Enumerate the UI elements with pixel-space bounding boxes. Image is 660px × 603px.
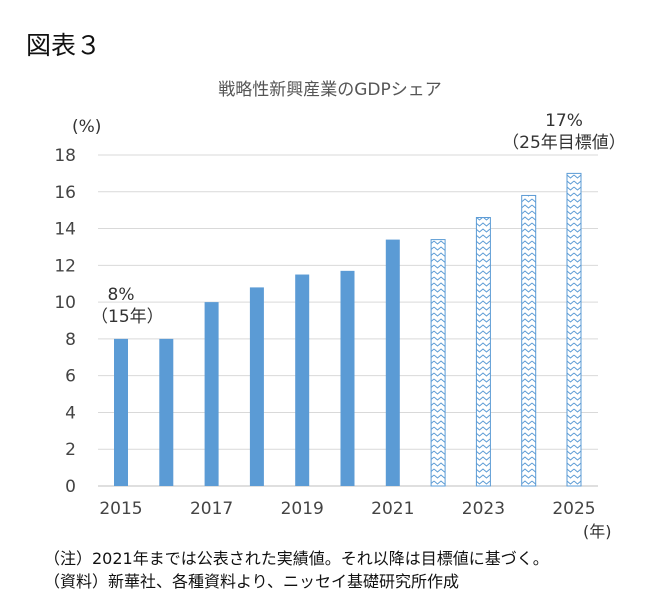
- bar-target-2024: [521, 194, 537, 487]
- note-text: （注）2021年までは公表された実績値。それ以降は目標値に基づく。: [44, 549, 549, 568]
- y-tick-label: 10: [54, 293, 76, 313]
- x-tick-label: 2021: [371, 499, 414, 519]
- y-axis-unit: (%): [72, 117, 102, 137]
- annotation-2025: 17% （25年目標値）: [499, 110, 629, 154]
- bar-target-2023: [475, 217, 491, 487]
- bar-actual-2016: [159, 338, 174, 486]
- annotation-value: 17%: [545, 111, 583, 131]
- x-tick-label: 2019: [281, 499, 324, 519]
- bar-target-2022: [430, 239, 446, 487]
- y-tick-label: 6: [65, 367, 76, 387]
- y-tick-label: 0: [65, 477, 76, 497]
- y-tick-label: 16: [54, 183, 76, 203]
- annotation-2015: 8% （15年）: [91, 284, 164, 328]
- bar-actual-2021: [385, 239, 400, 486]
- bar-actual-2017: [204, 302, 219, 486]
- bar-actual-2019: [295, 274, 310, 486]
- bar-actual-2018: [249, 287, 264, 486]
- figure-label: 図表３: [26, 31, 102, 60]
- annotation-year: （15年）: [91, 307, 164, 327]
- x-tick-label: 2015: [99, 499, 142, 519]
- bar-actual-2020: [340, 270, 355, 486]
- y-tick-label: 4: [65, 403, 76, 423]
- y-tick-label: 2: [65, 440, 76, 460]
- annotation-year: （25年目標値）: [502, 133, 626, 153]
- bar-target-2025: [566, 172, 582, 487]
- y-tick-label: 14: [54, 220, 76, 240]
- bar-actual-2015: [114, 338, 128, 486]
- y-tick-label: 12: [54, 256, 76, 276]
- x-tick-label: 2023: [462, 499, 505, 519]
- annotation-value: 8%: [107, 285, 135, 305]
- x-tick-label: 2025: [552, 499, 595, 519]
- x-tick-label: 2017: [190, 499, 233, 519]
- chart-title: 戦略性新興産業のGDPシェア: [218, 80, 442, 100]
- source-text: （資料）新華社、各種資料より、ニッセイ基礎研究所作成: [44, 572, 460, 591]
- x-axis-unit: (年): [583, 522, 612, 541]
- y-tick-label: 8: [65, 330, 76, 350]
- y-tick-label: 18: [54, 146, 76, 166]
